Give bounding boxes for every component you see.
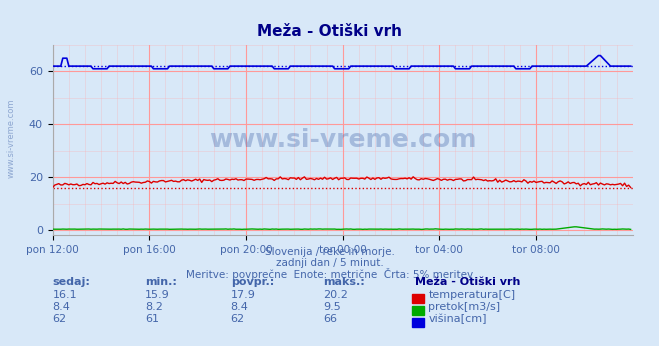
Text: povpr.:: povpr.: <box>231 277 274 288</box>
Text: 15.9: 15.9 <box>145 290 170 300</box>
Text: Meža - Otiški vrh: Meža - Otiški vrh <box>415 277 521 288</box>
Text: www.si-vreme.com: www.si-vreme.com <box>7 99 16 178</box>
Text: 66: 66 <box>323 314 337 324</box>
Text: Slovenija / reke in morje.: Slovenija / reke in morje. <box>264 247 395 257</box>
Text: 9.5: 9.5 <box>323 302 341 312</box>
Text: Meritve: povprečne  Enote: metrične  Črta: 5% meritev: Meritve: povprečne Enote: metrične Črta:… <box>186 268 473 280</box>
Text: 8.4: 8.4 <box>53 302 71 312</box>
Text: sedaj:: sedaj: <box>53 277 90 288</box>
Text: zadnji dan / 5 minut.: zadnji dan / 5 minut. <box>275 258 384 268</box>
Text: 16.1: 16.1 <box>53 290 77 300</box>
Text: 8.2: 8.2 <box>145 302 163 312</box>
Text: pretok[m3/s]: pretok[m3/s] <box>428 302 500 312</box>
Text: 62: 62 <box>231 314 244 324</box>
Text: min.:: min.: <box>145 277 177 288</box>
Text: temperatura[C]: temperatura[C] <box>428 290 515 300</box>
Text: 17.9: 17.9 <box>231 290 256 300</box>
Text: Meža - Otiški vrh: Meža - Otiški vrh <box>257 24 402 39</box>
Text: 62: 62 <box>53 314 67 324</box>
Text: 61: 61 <box>145 314 159 324</box>
Text: 8.4: 8.4 <box>231 302 248 312</box>
Text: višina[cm]: višina[cm] <box>428 313 487 324</box>
Text: maks.:: maks.: <box>323 277 364 288</box>
Text: www.si-vreme.com: www.si-vreme.com <box>209 128 476 152</box>
Text: 20.2: 20.2 <box>323 290 348 300</box>
